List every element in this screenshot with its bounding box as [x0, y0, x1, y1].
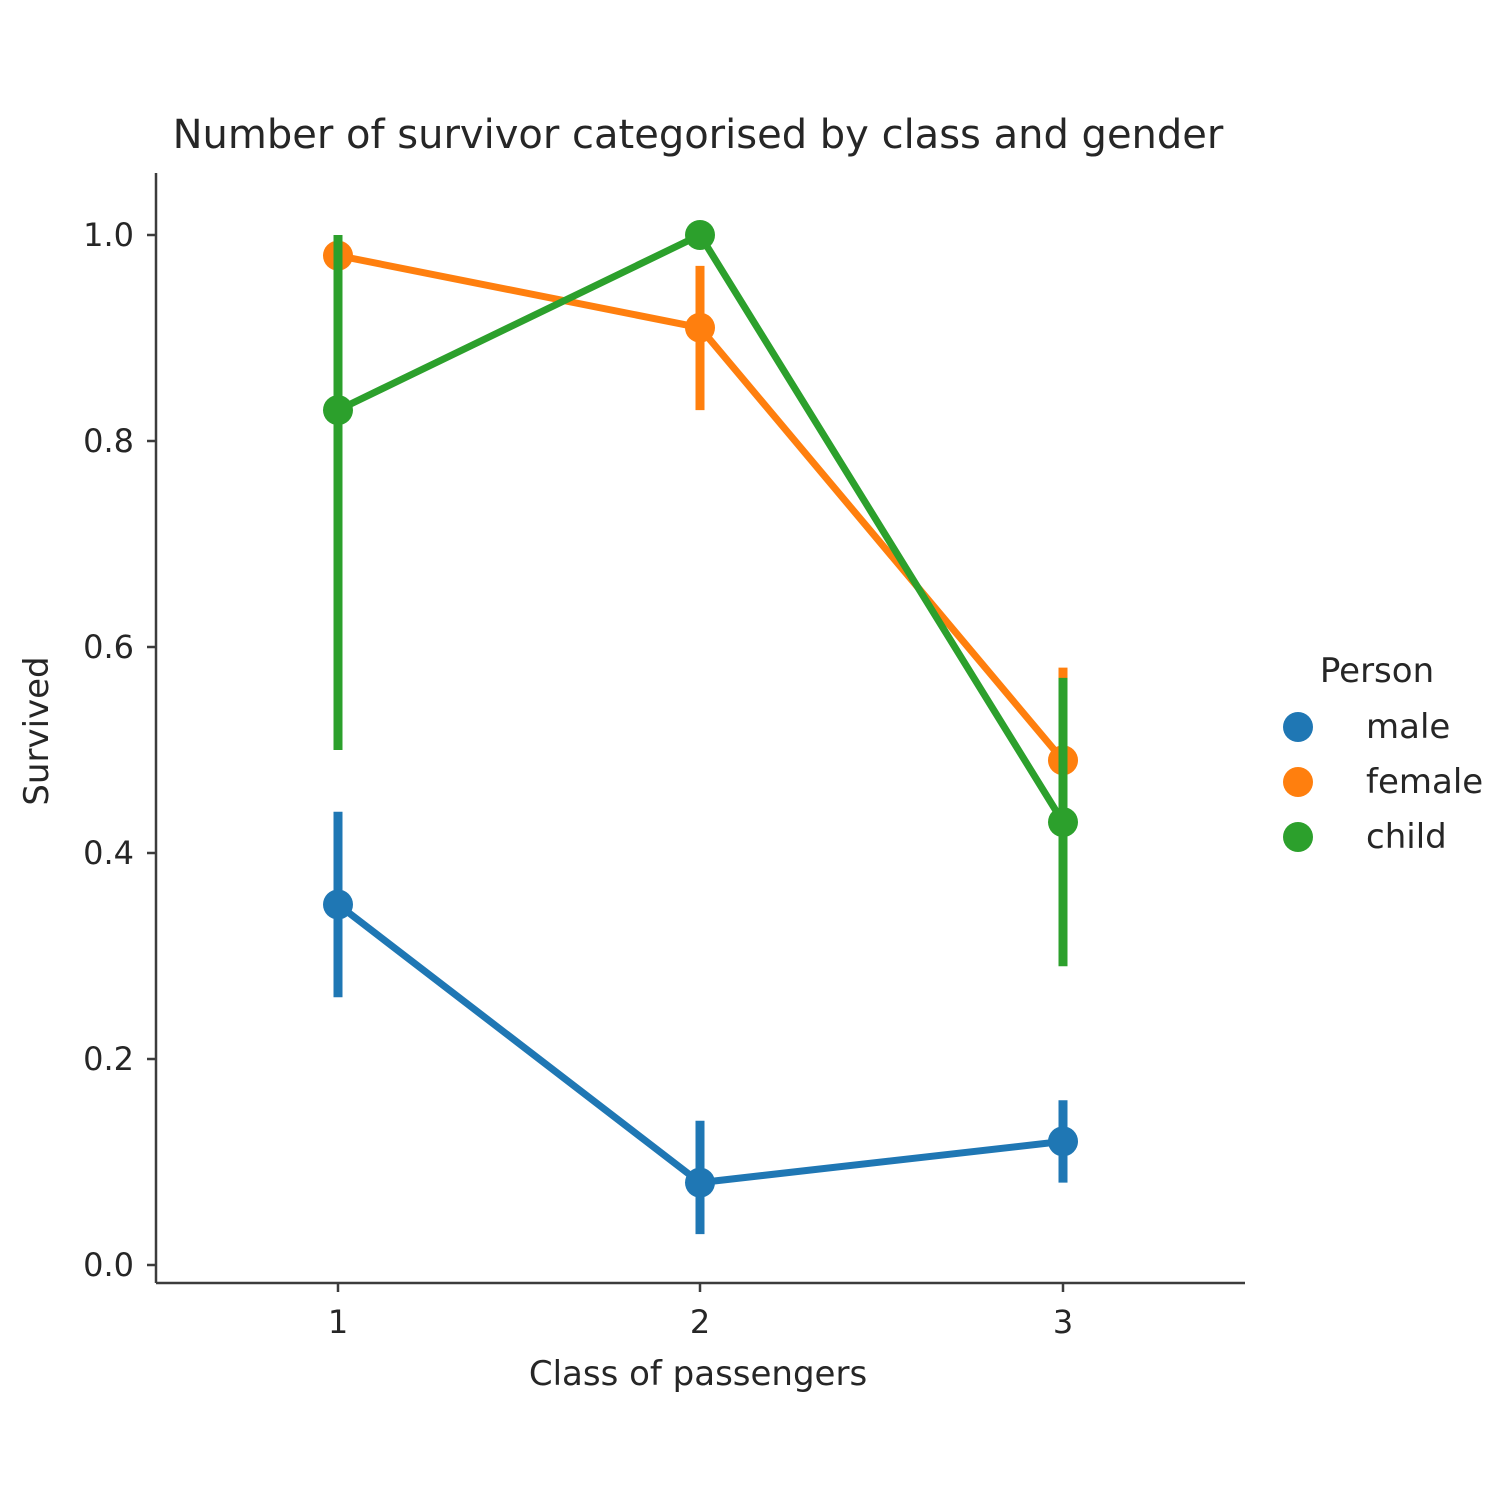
series-child [323, 220, 1078, 967]
legend-label: female [1366, 762, 1483, 802]
y-tick-label: 0.6 [83, 628, 134, 666]
y-tick-label: 0.0 [83, 1246, 134, 1284]
data-point [685, 220, 715, 250]
x-tick-label: 3 [1053, 1303, 1073, 1341]
y-tick-label: 0.4 [83, 834, 134, 872]
y-axis-label: Survived [17, 656, 57, 805]
x-tick-label: 1 [328, 1303, 348, 1341]
data-point [323, 889, 353, 920]
legend-marker [1283, 767, 1313, 797]
data-point [323, 395, 353, 426]
series-male [323, 811, 1078, 1235]
plot-area [323, 220, 1078, 1235]
y-tick-label: 0.8 [83, 422, 134, 460]
legend-marker [1283, 712, 1313, 742]
x-tick-label: 2 [690, 1303, 710, 1341]
data-point [1048, 807, 1078, 838]
legend-marker [1283, 822, 1313, 852]
x-axis-ticks: 1 2 3 [328, 1283, 1073, 1341]
legend-label: child [1366, 817, 1447, 857]
legend-title: Person [1320, 651, 1434, 691]
x-axis-label: Class of passengers [529, 1354, 867, 1394]
chart-title: Number of survivor categorised by class … [173, 112, 1224, 158]
data-point [1048, 1126, 1078, 1157]
y-tick-label: 0.2 [83, 1040, 134, 1078]
series-female [323, 235, 1078, 843]
legend: Person male female child [1283, 651, 1483, 857]
data-point [685, 312, 715, 343]
legend-label: male [1366, 707, 1450, 747]
y-tick-label: 1.0 [83, 216, 134, 254]
y-axis-ticks: 0.0 0.2 0.4 0.6 0.8 1.0 [83, 216, 156, 1284]
data-point [685, 1167, 715, 1198]
